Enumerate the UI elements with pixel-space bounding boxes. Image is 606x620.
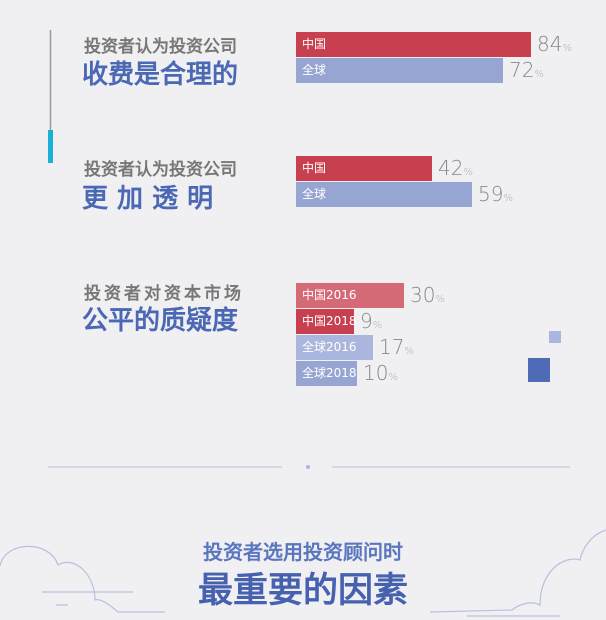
bar-3-4: 全球2018: [296, 361, 357, 386]
chart1-title-line2: 收费是合理的: [82, 60, 239, 90]
deco-square-small: [549, 331, 561, 343]
divider-dot: [306, 465, 310, 469]
cloud-left: [0, 545, 165, 613]
value-label-2-2: 59%: [478, 182, 513, 206]
bar-2-2: 全球: [296, 182, 472, 207]
section-title-line1: 投资者选用投资顾问时: [203, 540, 403, 564]
timeline-marker: [48, 130, 53, 163]
chart1-title-line1: 投资者认为投资公司: [84, 37, 237, 57]
section-title-line2: 最重要的因素: [197, 571, 408, 611]
value-label-3-2: 9%: [360, 309, 383, 333]
chart3-title-line1: 投资者对资本市场: [84, 284, 244, 304]
cloud-right: [429, 529, 606, 617]
deco-square-large: [528, 358, 550, 382]
bar-3-2: 中国2018: [296, 309, 357, 334]
bar-3-3: 全球2016: [296, 335, 373, 360]
bar-3-1: 中国2016: [296, 283, 404, 308]
bar-2-1: 中国: [296, 156, 432, 181]
chart2-title-line2: 更 加 透 明: [82, 184, 214, 214]
chart3-title-line2: 公平的质疑度: [82, 306, 239, 336]
value-label-2-1: 42%: [438, 156, 473, 180]
bar-1-2: 全球: [296, 58, 503, 83]
value-label-3-3: 17%: [379, 335, 414, 359]
chart2-title-line1: 投资者认为投资公司: [84, 160, 237, 180]
bar-1-1: 中国: [296, 32, 531, 57]
value-label-1-1: 84%: [537, 32, 572, 56]
value-label-3-1: 30%: [410, 283, 445, 307]
value-label-1-2: 72%: [509, 58, 544, 82]
value-label-3-4: 10%: [363, 361, 398, 385]
